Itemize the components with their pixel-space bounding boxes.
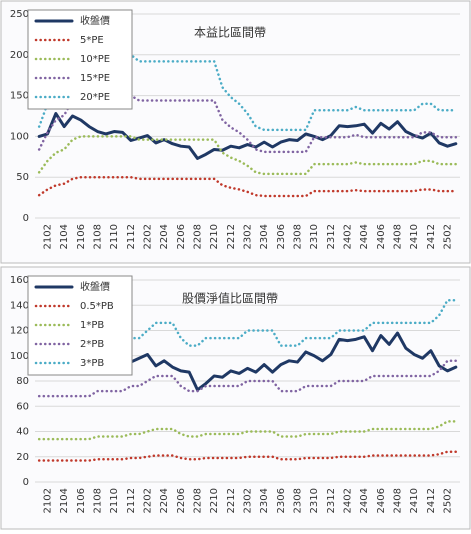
x-tick-label: 2210 bbox=[209, 488, 220, 513]
x-tick-label: 2502 bbox=[443, 224, 454, 249]
y-tick-label: 0 bbox=[23, 213, 29, 224]
y-tick-label: 0 bbox=[23, 477, 29, 488]
y-tick-label: 200 bbox=[10, 50, 29, 61]
x-tick-label: 2308 bbox=[293, 488, 304, 513]
x-tick-label: 2404 bbox=[359, 224, 370, 249]
x-tick-label: 2104 bbox=[59, 488, 70, 513]
x-tick-label: 2410 bbox=[409, 488, 420, 513]
x-tick-label: 2112 bbox=[126, 488, 137, 513]
x-tick-label: 2212 bbox=[226, 224, 237, 249]
x-tick-label: 2106 bbox=[76, 488, 87, 513]
x-tick-label: 2408 bbox=[393, 488, 404, 513]
x-tick-label: 2202 bbox=[143, 224, 154, 249]
x-tick-label: 2406 bbox=[376, 224, 387, 249]
x-tick-label: 2212 bbox=[226, 488, 237, 513]
legend-label: 2*PB bbox=[80, 339, 104, 350]
legend-label: 3*PB bbox=[80, 358, 104, 369]
x-tick-label: 2204 bbox=[159, 488, 170, 513]
x-tick-label: 2104 bbox=[59, 224, 70, 249]
x-tick-label: 2210 bbox=[209, 224, 220, 249]
x-tick-label: 2302 bbox=[243, 488, 254, 513]
x-tick-label: 2402 bbox=[343, 224, 354, 249]
y-tick-label: 250 bbox=[10, 9, 29, 20]
y-tick-label: 100 bbox=[10, 351, 29, 362]
x-tick-label: 2310 bbox=[309, 488, 320, 513]
y-tick-label: 150 bbox=[10, 91, 29, 102]
x-tick-label: 2110 bbox=[109, 224, 120, 249]
band-line bbox=[37, 175, 458, 198]
x-tick-label: 2202 bbox=[143, 488, 154, 513]
band-line bbox=[37, 450, 458, 462]
y-tick-label: 20 bbox=[16, 452, 29, 463]
legend-label: 收盤價 bbox=[80, 280, 110, 293]
band-line bbox=[37, 53, 458, 132]
x-tick-label: 2206 bbox=[176, 224, 187, 249]
x-tick-label: 2302 bbox=[243, 224, 254, 249]
x-tick-label: 2304 bbox=[259, 224, 270, 249]
y-tick-label: 60 bbox=[16, 401, 29, 412]
legend-label: 15*PE bbox=[80, 73, 110, 84]
x-tick-label: 2310 bbox=[309, 224, 320, 249]
legend-label: 收盤價 bbox=[80, 14, 110, 27]
x-tick-label: 2312 bbox=[326, 488, 337, 513]
x-tick-label: 2306 bbox=[276, 224, 287, 249]
x-tick-label: 2502 bbox=[443, 488, 454, 513]
x-tick-label: 2108 bbox=[93, 224, 104, 249]
band-line bbox=[37, 420, 458, 441]
y-tick-label: 40 bbox=[16, 427, 29, 438]
band-line bbox=[37, 135, 458, 176]
x-tick-label: 2110 bbox=[109, 488, 120, 513]
legend-label: 10*PE bbox=[80, 54, 110, 65]
x-tick-label: 2406 bbox=[376, 488, 387, 513]
x-tick-label: 2308 bbox=[293, 224, 304, 249]
legend-label: 5*PE bbox=[80, 35, 104, 46]
x-tick-label: 2408 bbox=[393, 224, 404, 249]
x-tick-label: 2112 bbox=[126, 224, 137, 249]
chart-title: 本益比區間帶 bbox=[194, 26, 266, 40]
chart-title: 股價淨值比區間帶 bbox=[182, 291, 278, 306]
y-tick-label: 100 bbox=[10, 131, 29, 142]
x-tick-label: 2102 bbox=[43, 488, 54, 513]
y-tick-label: 50 bbox=[16, 172, 29, 183]
x-tick-label: 2204 bbox=[159, 224, 170, 249]
y-tick-label: 160 bbox=[10, 275, 29, 286]
x-tick-label: 2206 bbox=[176, 488, 187, 513]
x-tick-label: 2208 bbox=[193, 488, 204, 513]
legend-box bbox=[27, 9, 133, 110]
x-tick-label: 2404 bbox=[359, 488, 370, 513]
x-tick-label: 2402 bbox=[343, 488, 354, 513]
x-tick-label: 2304 bbox=[259, 488, 270, 513]
x-tick-label: 2102 bbox=[43, 224, 54, 249]
legend-label: 0.5*PB bbox=[80, 301, 114, 312]
y-tick-label: 80 bbox=[16, 376, 29, 387]
y-tick-label: 120 bbox=[10, 326, 29, 337]
legend-label: 1*PB bbox=[80, 320, 104, 331]
x-tick-label: 2108 bbox=[93, 488, 104, 513]
x-tick-label: 2412 bbox=[426, 224, 437, 249]
x-tick-label: 2106 bbox=[76, 224, 87, 249]
x-tick-label: 2412 bbox=[426, 488, 437, 513]
y-tick-label: 140 bbox=[10, 300, 29, 311]
x-tick-label: 2312 bbox=[326, 224, 337, 249]
price-line bbox=[37, 112, 458, 160]
legend-label: 20*PE bbox=[80, 92, 110, 103]
x-tick-label: 2208 bbox=[193, 224, 204, 249]
x-tick-label: 2306 bbox=[276, 488, 287, 513]
x-tick-label: 2410 bbox=[409, 224, 420, 249]
